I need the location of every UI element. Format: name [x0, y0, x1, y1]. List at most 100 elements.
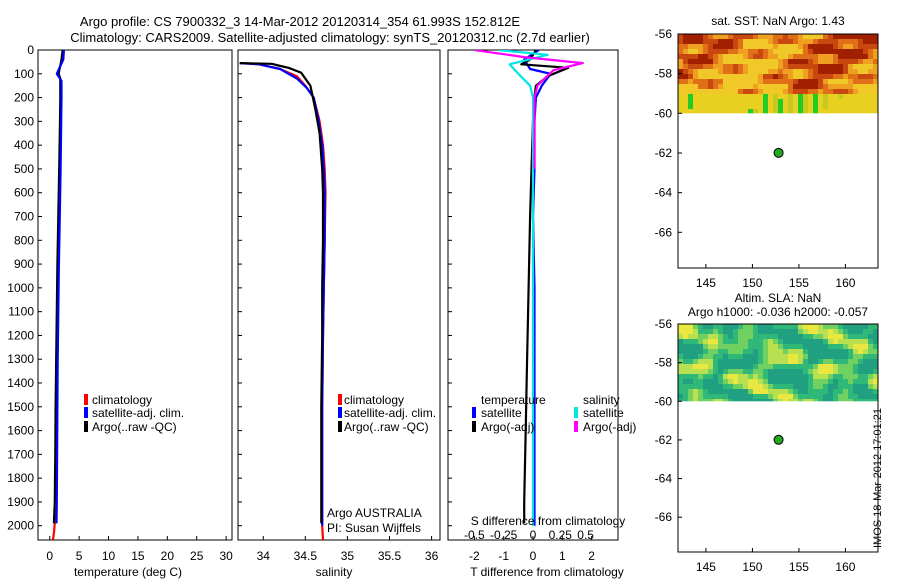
heatmap-cell	[813, 64, 818, 69]
heatmap-cell	[873, 379, 878, 384]
heatmap-cell	[763, 339, 768, 344]
heatmap-cell	[828, 84, 833, 89]
heatmap-cell	[693, 99, 698, 104]
heatmap-cell	[718, 354, 723, 359]
heatmap-cell	[833, 384, 838, 389]
heatmap-cell	[738, 384, 743, 389]
heatmap-cell	[818, 379, 823, 384]
heatmap-cell	[778, 54, 783, 59]
heatmap-cell	[798, 44, 803, 49]
heatmap-cell	[733, 99, 738, 104]
heatmap-cell	[813, 349, 818, 354]
heatmap-cell	[793, 74, 798, 79]
heatmap-cell	[758, 354, 763, 359]
heatmap-cell	[723, 79, 728, 84]
heatmap-cell	[828, 344, 833, 349]
heatmap-cell	[768, 329, 773, 334]
heatmap-cell	[743, 109, 748, 114]
heatmap-cell	[813, 344, 818, 349]
heatmap-cell	[873, 399, 878, 402]
heatmap-cell	[718, 64, 723, 69]
heatmap-cell	[738, 324, 743, 329]
heatmap-cell	[793, 89, 798, 94]
heatmap-cell	[843, 64, 848, 69]
heatmap-cell	[738, 84, 743, 89]
heatmap-cell	[733, 49, 738, 54]
heatmap-cell	[698, 39, 703, 44]
heatmap-cell	[748, 389, 753, 394]
heatmap-cell	[733, 34, 738, 39]
x-tick-label: -1	[498, 549, 509, 563]
heatmap-cell	[813, 99, 818, 104]
heatmap-cell	[688, 104, 693, 109]
heatmap-cell	[788, 334, 793, 339]
heatmap-cell	[788, 99, 793, 104]
heatmap-cell	[873, 49, 878, 54]
heatmap-cell	[783, 104, 788, 109]
heatmap-cell	[863, 94, 868, 99]
heatmap-cell	[833, 329, 838, 334]
heatmap-cell	[808, 84, 813, 89]
sla-map-subtitle: Argo h1000: -0.036 h2000: -0.057	[688, 305, 868, 319]
heatmap-cell	[678, 389, 683, 394]
heatmap-cell	[703, 394, 708, 399]
heatmap-cell	[768, 369, 773, 374]
heatmap-cell	[838, 79, 843, 84]
heatmap-cell	[758, 94, 763, 99]
heatmap-cell	[708, 79, 713, 84]
heatmap-cell	[708, 94, 713, 99]
heatmap-cell	[813, 59, 818, 64]
heatmap-cell	[793, 329, 798, 334]
heatmap-cell	[713, 109, 718, 114]
heatmap-cell	[773, 79, 778, 84]
heatmap-cell	[828, 389, 833, 394]
heatmap-cell	[868, 44, 873, 49]
heatmap-cell	[813, 339, 818, 344]
heatmap-cell	[873, 84, 878, 89]
heatmap-cell	[853, 49, 858, 54]
heatmap-cell	[688, 354, 693, 359]
heatmap-cell	[713, 334, 718, 339]
heatmap-cell	[848, 39, 853, 44]
heatmap-cell	[783, 69, 788, 74]
heatmap-cell	[848, 79, 853, 84]
depth-tick-label: 300	[14, 114, 34, 128]
heatmap-cell	[753, 44, 758, 49]
heatmap-cell	[823, 399, 828, 402]
heatmap-cell	[868, 354, 873, 359]
heatmap-cell	[813, 399, 818, 402]
heatmap-cell	[788, 69, 793, 74]
heatmap-cell	[703, 109, 708, 114]
heatmap-cell	[833, 374, 838, 379]
heatmap-cell	[818, 69, 823, 74]
heatmap-cell	[773, 74, 778, 79]
heatmap-cell	[808, 109, 813, 114]
heatmap-cell	[813, 89, 818, 94]
heatmap-cell	[713, 374, 718, 379]
heatmap-cell	[753, 69, 758, 74]
heatmap-cell	[808, 64, 813, 69]
heatmap-cell	[698, 394, 703, 399]
heatmap-cell	[838, 49, 843, 54]
heatmap-cell	[808, 94, 813, 99]
heatmap-cell	[858, 99, 863, 104]
legend-label-climatology: climatology	[92, 393, 152, 407]
heatmap-cell	[748, 54, 753, 59]
x-tick-label: 34	[257, 549, 271, 563]
heatmap-cell	[838, 384, 843, 389]
heatmap-cell	[688, 109, 693, 114]
heatmap-cell	[768, 44, 773, 49]
heatmap-cell	[843, 44, 848, 49]
heatmap-cell	[748, 384, 753, 389]
figure-title-line2: Climatology: CARS2009. Satellite-adjuste…	[70, 30, 590, 45]
heatmap-cell	[703, 384, 708, 389]
heatmap-cell	[788, 389, 793, 394]
heatmap-cell	[703, 359, 708, 364]
heatmap-cell	[698, 334, 703, 339]
heatmap-cell	[678, 34, 683, 39]
heatmap-cell	[728, 84, 733, 89]
heatmap-cell	[858, 384, 863, 389]
heatmap-cell	[858, 394, 863, 399]
heatmap-cell	[718, 349, 723, 354]
heatmap-cell	[763, 104, 768, 109]
